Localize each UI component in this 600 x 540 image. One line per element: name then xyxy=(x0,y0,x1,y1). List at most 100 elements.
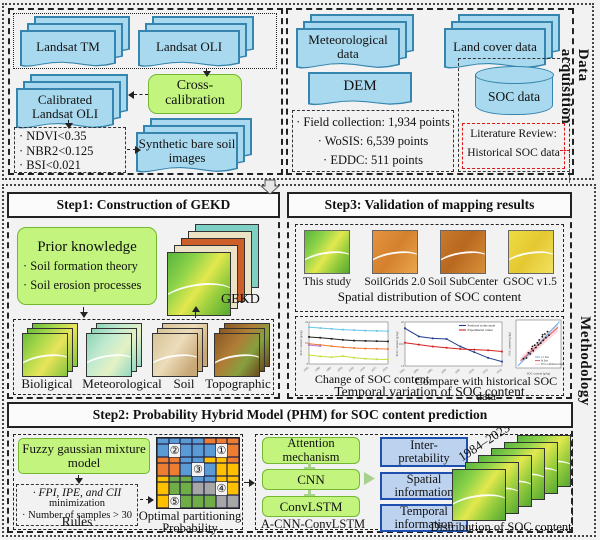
meteorological-front-map xyxy=(86,333,132,377)
temporal-caption: Temporal variation of SOC content xyxy=(334,384,525,399)
synthetic-bare-soil-stack: Synthetic bare soil images xyxy=(136,118,252,176)
meteorological-stack: Meteorological data xyxy=(296,14,414,72)
sample-points-box: · Field collection: 1,934 points · WoSIS… xyxy=(292,110,454,172)
grid-cell xyxy=(180,476,193,482)
svg-text:20: 20 xyxy=(401,320,405,324)
arrowhead-right xyxy=(135,145,141,154)
svg-text:1:1 line: 1:1 line xyxy=(541,356,550,359)
grid-cell xyxy=(157,482,169,495)
prior-knowledge-title: Prior knowledge xyxy=(37,238,137,255)
topographic-cube-stack xyxy=(214,323,270,377)
map-label-gsoc: GSOC v1.5 xyxy=(503,276,557,288)
rules-box: · FPI, IPE, and CII minimization · Numbe… xyxy=(16,484,138,526)
prior-item-1: · Soil formation theory xyxy=(23,259,138,274)
step3-box: Step3: Validation of mapping results Thi… xyxy=(287,192,572,403)
svg-text:2005: 2005 xyxy=(348,365,356,372)
grid-cell xyxy=(215,438,228,444)
spatial-validation-box: This study SoilGrids 2.0 Soil SubCenter … xyxy=(295,224,564,312)
svg-text:2015: 2015 xyxy=(370,365,378,372)
soil-cube-stack xyxy=(152,323,208,377)
grid-cell xyxy=(180,482,193,495)
grid-cell xyxy=(192,457,204,463)
calibrated-landsat-stack: Calibrated Landsat OLI xyxy=(16,74,128,132)
partition-caption-2: Probability xyxy=(162,521,218,535)
arrow-rules-to-grid xyxy=(140,499,149,500)
meteorological-covariate-label: Meteorological xyxy=(82,376,162,391)
fuzzy-gmm-box: Fuzzy gaussian mixture model xyxy=(18,438,150,474)
gekd-label: GEKD xyxy=(221,292,260,307)
grid-zone-number: ② xyxy=(169,444,180,457)
map-label-this-study: This study xyxy=(302,276,352,288)
svg-text:2020: 2020 xyxy=(381,365,389,372)
connector-plus-icon xyxy=(304,463,315,474)
model-to-output-arrow xyxy=(364,472,375,485)
arrow-rules-to-synthetic xyxy=(127,149,136,150)
grid-cell xyxy=(227,482,239,495)
landsat-processing-box: Landsat TM Landsat OLI Cross- calibratio… xyxy=(8,8,283,175)
arrow-sources-to-crosscal xyxy=(206,68,207,72)
land-cover-stack: Land cover data xyxy=(444,14,560,72)
grid-cell xyxy=(168,438,181,444)
svg-text:SOC content (g/kg): SOC content (g/kg) xyxy=(395,332,399,357)
cross-calibration-line1: Cross- xyxy=(176,78,214,94)
grid-cell xyxy=(215,463,228,476)
dem-doc: DEM xyxy=(308,72,412,108)
biological-front-map xyxy=(22,333,68,377)
grid-cell xyxy=(215,495,228,508)
map-soil-subcenter xyxy=(440,230,486,274)
meteorological-label: Meteorological data xyxy=(308,32,388,61)
document-shape: Calibrated Landsat OLI xyxy=(16,88,114,129)
arrowhead-down xyxy=(74,478,83,484)
step1-box: Step1: Construction of GEKD Prior knowle… xyxy=(7,192,280,399)
grid-cell xyxy=(227,463,239,476)
temporal-validation-box: 1985 1990 1995 2000 2005 2010 2015 2020 8 16 24 SOC… xyxy=(295,316,564,403)
gekd-front-map xyxy=(167,252,231,316)
document-shape: Synthetic bare soil images xyxy=(136,132,238,173)
grid-zone-number: ④ xyxy=(216,482,227,495)
interpretability-box: Inter- pretability xyxy=(380,437,468,467)
cnn-label: CNN xyxy=(297,471,325,487)
soc-change-chart: 1985 1990 1995 2000 2005 2010 2015 2020 8 16 24 SOC… xyxy=(299,320,389,373)
grid-cell xyxy=(203,438,216,444)
step2-box: Step2: Probability Hybrid Model (PHM) fo… xyxy=(7,402,573,535)
cross-calibration-line2: calibration xyxy=(165,93,225,108)
grid-cell xyxy=(168,482,181,495)
acnn-convlstm-label: A-CNN-ConvLSTM xyxy=(260,517,366,531)
arrow-partition-to-model xyxy=(244,482,250,483)
arrowhead-right xyxy=(148,495,154,504)
cnn-box: CNN xyxy=(262,469,360,490)
svg-text:16.5: 16.5 xyxy=(399,342,405,346)
grid-cell xyxy=(215,476,228,482)
covariate-data-box: Meteorological data Land cover data DEM … xyxy=(286,8,574,175)
landsat-sources-box: Landsat TM Landsat OLI xyxy=(13,13,277,69)
chart2-caption: Compare with historical SOC data xyxy=(414,374,558,403)
convlstm-box: ConvLSTM xyxy=(262,496,360,517)
grid-cell xyxy=(227,495,239,508)
synthetic-bare-soil-label: Synthetic bare soil images xyxy=(138,136,236,165)
svg-text:Experimental values: Experimental values xyxy=(468,328,494,332)
arrowhead-down xyxy=(64,123,73,129)
soc-compare-chart: 1985 1990 1995 2000 2005 2010 2015 2020 13 16.5 20… xyxy=(395,320,503,375)
interpretability-line1: Inter- xyxy=(410,438,438,453)
convlstm-label: ConvLSTM xyxy=(279,498,343,514)
map-soilgrids xyxy=(372,230,418,274)
landsat-oli-label: Landsat OLI xyxy=(155,39,223,55)
landsat-oli-stack: Landsat OLI xyxy=(138,16,254,70)
dem-label: DEM xyxy=(343,78,377,95)
literature-review-box: Literature Review: Historical SOC data xyxy=(462,123,565,169)
temporal-information-box: Temporal information xyxy=(380,504,468,532)
landsat-tm-stack: Landsat TM xyxy=(20,16,130,70)
svg-text:13: 13 xyxy=(401,364,405,368)
bsi-rule: · BSI<0.021 xyxy=(19,158,81,172)
eddc-line: · EDDC: 511 points xyxy=(323,153,423,167)
grid-cell xyxy=(192,495,204,508)
map-gsoc xyxy=(508,230,554,274)
gekd-cube-stack xyxy=(167,224,261,318)
literature-connector-horizontal xyxy=(560,150,570,151)
grid-cell xyxy=(157,457,169,463)
arrow-crosscal-to-calibrated xyxy=(134,94,148,95)
document-shape: DEM xyxy=(308,72,412,106)
meteorological-cube-stack xyxy=(86,323,142,377)
